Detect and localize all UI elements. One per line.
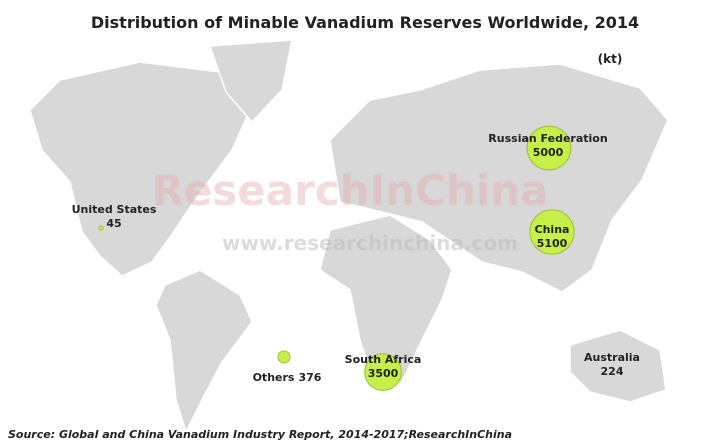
reserve-bubble xyxy=(529,209,575,255)
eurasia xyxy=(329,63,669,293)
south-america xyxy=(155,269,253,434)
reserve-bubble xyxy=(277,350,291,364)
reserve-bubble xyxy=(364,353,402,391)
watermark-url: www.researchinchina.com xyxy=(222,231,518,255)
region-label: United States 45 xyxy=(72,203,157,230)
region-name: Others xyxy=(253,371,295,384)
reserve-bubble xyxy=(98,225,104,231)
africa xyxy=(319,214,453,389)
title: Distribution of Minable Vanadium Reserve… xyxy=(91,13,639,32)
region-label: China 5100 xyxy=(535,223,570,250)
region-value: 3500 xyxy=(368,367,399,380)
region-name: South Africa xyxy=(345,353,422,366)
greenland xyxy=(208,39,293,124)
watermark-brand: ResearchInChina xyxy=(151,166,548,215)
region-label: Australia 224 xyxy=(584,351,640,378)
unit: (kt) xyxy=(598,52,623,66)
region-name: China xyxy=(535,223,570,236)
region-label: Russian Federation 5000 xyxy=(488,132,607,159)
australia xyxy=(569,329,667,403)
region-value: 224 xyxy=(601,365,624,378)
region-label: Others 376 xyxy=(253,371,322,384)
reserve-bubble xyxy=(526,125,572,171)
region-value: 376 xyxy=(298,371,321,384)
region-value: 5100 xyxy=(537,237,568,250)
source: Source: Global and China Vanadium Indust… xyxy=(8,428,512,441)
region-value: 5000 xyxy=(533,146,564,159)
region-label: South Africa 3500 xyxy=(345,353,422,380)
region-name: Russian Federation xyxy=(488,132,607,145)
world-map xyxy=(29,39,669,434)
region-value: 45 xyxy=(106,217,121,230)
region-name: Australia xyxy=(584,351,640,364)
region-name: United States xyxy=(72,203,157,216)
bubbles: Russian Federation 5000 China 5100 United St… xyxy=(72,125,640,391)
